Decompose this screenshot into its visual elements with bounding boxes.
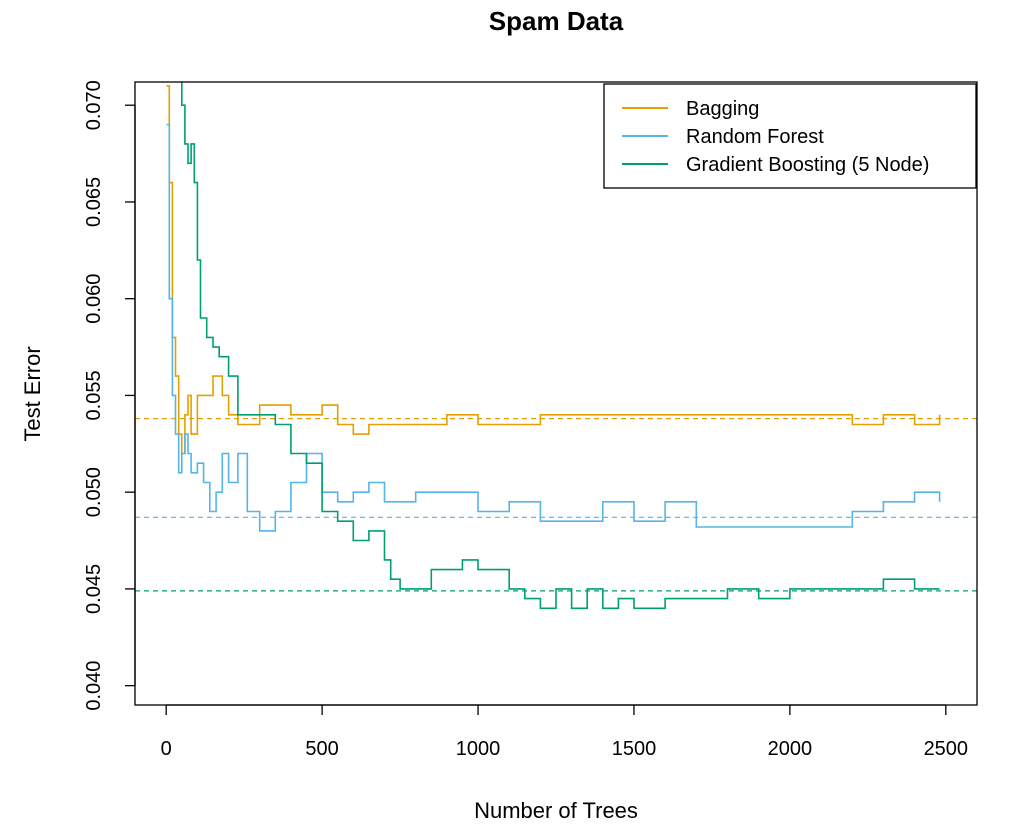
y-tick-label: 0.045: [83, 564, 105, 614]
x-tick-label: 2500: [924, 738, 969, 760]
y-axis-label: Test Error: [20, 346, 45, 441]
y-tick-label: 0.055: [83, 370, 105, 420]
y-tick-label: 0.070: [83, 80, 105, 130]
legend-label-bagging: Bagging: [686, 98, 759, 120]
chart-title: Spam Data: [489, 6, 624, 36]
x-tick-label: 0: [161, 738, 172, 760]
series-line-gradient-boosting-5-node: [181, 82, 940, 610]
x-tick-label: 500: [305, 738, 338, 760]
y-tick-label: 0.060: [83, 274, 105, 324]
series-layer: [166, 82, 941, 610]
legend: Bagging Random Forest Gradient Boosting …: [603, 83, 977, 189]
reference-lines: [135, 418, 977, 592]
y-tick-label: 0.040: [83, 661, 105, 711]
x-tick-label: 1000: [456, 738, 501, 760]
y-tick-label: 0.050: [83, 467, 105, 517]
x-axis: 0 500 1000 1500 2000 2500: [161, 704, 969, 760]
legend-label-gradient-boosting: Gradient Boosting (5 Node): [686, 154, 929, 176]
x-tick-label: 1500: [612, 738, 657, 760]
y-axis: 0.040 0.045 0.050 0.055 0.060 0.065 0.070: [83, 80, 136, 711]
x-tick-label: 2000: [768, 738, 813, 760]
x-axis-label: Number of Trees: [474, 798, 638, 823]
legend-label-random-forest: Random Forest: [686, 126, 824, 148]
y-tick-label: 0.065: [83, 177, 105, 227]
